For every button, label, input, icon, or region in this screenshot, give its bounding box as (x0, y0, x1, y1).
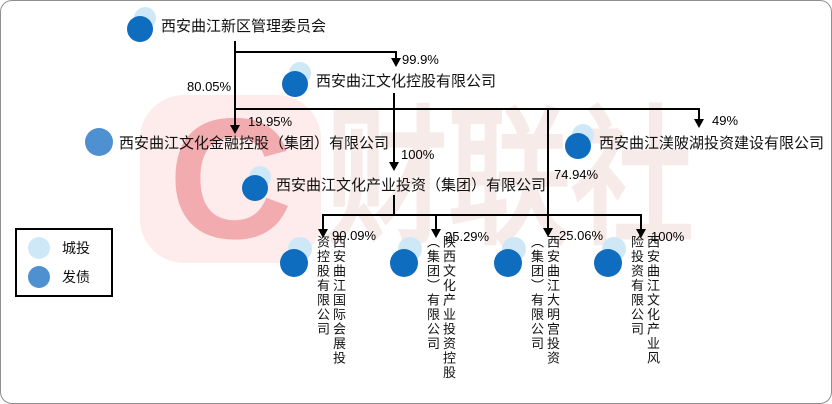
legend-label: 城投 (62, 240, 90, 256)
arrowhead-to-culture-industry (389, 162, 399, 171)
vertical-company-name: 陕西文化产业投资控股 （集团）有限公司 (425, 235, 456, 380)
connector-top-horizontal (234, 51, 397, 53)
chengtou-dot-icon (28, 237, 50, 259)
node-culture-industry: 西安曲江文化产业投资（集团）有限公司 (242, 166, 546, 202)
chengtou-fazhai-dots-icon (390, 237, 422, 281)
connector-to-daminggong (547, 108, 549, 229)
percent-wenhua-to-daminggong: 74.94% (554, 167, 599, 182)
arrowhead-to-wenhua-holding (391, 58, 401, 67)
chengtou-fazhai-dots-icon (282, 62, 312, 98)
node-shanxi-culture: 陕西文化产业投资控股 （集团）有限公司 (390, 235, 456, 403)
fazhai-dot-icon (85, 128, 115, 156)
arrowhead-to-finance-holding (230, 125, 240, 134)
percent-committee-to-wenhua: 99.9% (402, 52, 439, 67)
node-label: 西安曲江渼陂湖投资建设有限公司 (599, 134, 825, 152)
chengtou-fazhai-dots-icon (280, 237, 312, 281)
connector-to-huizhan (322, 214, 324, 230)
percent-culture-to-huizhan: 90.09% (332, 228, 377, 243)
watermark-brand-text: 财联社 (325, 95, 695, 263)
arrowhead-to-shanxi-culture (431, 229, 441, 238)
legend-label: 发债 (62, 269, 90, 285)
node-finance-holding: 西安曲江文化金融控股（集团）有限公司 (85, 128, 389, 156)
chengtou-fazhai-dots-icon (242, 166, 272, 202)
percent-culture-to-daminggong: 25.06% (559, 228, 604, 243)
connector-to-meibei (698, 108, 700, 120)
connector-culture-down (393, 195, 395, 215)
vertical-company-name: 西安曲江文化产业风 险投资有限公司 (629, 235, 660, 366)
node-fengxian-investment: 西安曲江文化产业风 险投资有限公司 (594, 235, 660, 403)
legend-item-fazhai: 发债 (28, 266, 100, 288)
node-label: 西安曲江文化产业投资（集团）有限公司 (276, 176, 547, 194)
legend-item-chengtou: 城投 (28, 237, 100, 259)
node-meibei-lake: 西安曲江渼陂湖投资建设有限公司 (565, 124, 824, 160)
connector-to-fengxian (640, 214, 642, 230)
connector-to-shanxi-culture (435, 214, 437, 230)
node-label: 西安曲江新区管理委员会 (161, 17, 327, 35)
node-wenhua-holding: 西安曲江文化控股有限公司 (282, 62, 496, 98)
watermark-letter: C (168, 83, 293, 275)
chengtou-fazhai-dots-icon (594, 237, 626, 281)
node-label: 西安曲江文化控股有限公司 (316, 72, 497, 90)
percent-wenhua-to-meibei: 49% (712, 113, 739, 128)
vertical-company-name: 西安曲江大明宫投资 （集团）有限公司 (529, 235, 560, 366)
node-daminggong: 西安曲江大明宫投资 （集团）有限公司 (494, 235, 560, 403)
percent-culture-to-fengxian: 100% (651, 229, 685, 244)
node-huizhan-investment: 西安曲江国际会展投 资控股有限公司 (280, 235, 346, 403)
chengtou-fazhai-dots-icon (127, 7, 157, 43)
percent-culture-to-shanxi: 25.29% (445, 229, 490, 244)
node-label: 西安曲江文化金融控股（集团）有限公司 (119, 134, 390, 152)
connector-wenhua-down (393, 93, 395, 163)
connector-to-wenhua-holding (395, 51, 397, 59)
connector-children-bar (322, 214, 642, 216)
arrowhead-to-fengxian (636, 229, 646, 238)
chengtou-fazhai-dots-icon (494, 237, 526, 281)
percent-wenhua-to-culture: 100% (401, 147, 435, 162)
chengtou-fazhai-dots-icon (565, 124, 595, 160)
arrowhead-to-daminggong (543, 228, 553, 237)
fazhai-dot-icon (28, 266, 50, 288)
arrowhead-to-huizhan (318, 229, 328, 238)
percent-committee-to-finance: 80.05% (187, 79, 232, 94)
legend: 城投 发债 (15, 228, 113, 297)
node-committee: 西安曲江新区管理委员会 (127, 7, 326, 43)
vertical-company-name: 西安曲江国际会展投 资控股有限公司 (315, 235, 346, 366)
watermark-logo-badge: C (140, 83, 321, 275)
connector-mid-horizontal (234, 108, 699, 110)
connector-committee-down (234, 41, 236, 126)
arrowhead-to-meibei (694, 119, 704, 128)
percent-wenhua-to-finance: 19.95% (248, 114, 293, 129)
